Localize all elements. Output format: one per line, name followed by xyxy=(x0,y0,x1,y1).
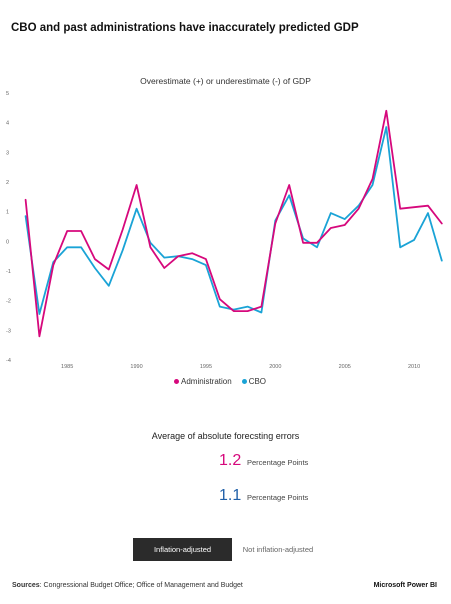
legend-item-cbo[interactable]: CBO xyxy=(241,377,267,386)
x-tick-label: 1995 xyxy=(200,364,212,370)
y-tick-label: 1 xyxy=(6,210,9,216)
legend-label-cbo: CBO xyxy=(248,377,267,386)
not-inflation-adjusted-button[interactable]: Not inflation-adjusted xyxy=(232,538,324,561)
metric-cbo: 1.1 Percentage Points xyxy=(219,487,308,505)
legend-item-administration[interactable]: Administration xyxy=(174,377,232,386)
sources-text: : Congressional Budget Office; Office of… xyxy=(39,582,243,589)
legend-marker-cbo xyxy=(241,379,247,384)
metric-value-administration: 1.2 xyxy=(219,452,242,469)
x-tick-label: 1990 xyxy=(130,364,142,370)
metric-value-cbo: 1.1 xyxy=(219,487,242,504)
y-tick-label: 2 xyxy=(6,180,9,186)
legend-marker-administration xyxy=(174,379,179,384)
chart-title: Overestimate (+) or underestimate (-) of… xyxy=(140,76,311,86)
power-bi-brand[interactable]: Microsoft Power BI xyxy=(373,582,437,589)
metric-unit-administration: Percentage Points xyxy=(247,458,309,467)
metric-unit-cbo: Percentage Points xyxy=(247,493,309,502)
sources-note: Sources: Congressional Budget Office; Of… xyxy=(12,582,243,589)
chart-legend: Administration CBO xyxy=(174,377,266,386)
x-tick-label: 2000 xyxy=(269,364,281,370)
series-line-cbo xyxy=(24,126,443,315)
y-tick-label: -1 xyxy=(6,269,11,275)
legend-label-administration: Administration xyxy=(181,377,232,386)
x-tick-label: 1985 xyxy=(61,364,73,370)
y-tick-label: 0 xyxy=(6,239,9,245)
y-tick-label: 3 xyxy=(6,150,9,156)
y-tick-label: -2 xyxy=(6,299,11,305)
metric-administration: 1.2 Percentage Points xyxy=(219,452,308,470)
page-title: CBO and past administrations have inaccu… xyxy=(11,22,359,34)
sources-label: Sources xyxy=(12,582,40,589)
x-tick-label: 2005 xyxy=(339,364,351,370)
y-tick-label: 5 xyxy=(6,91,9,97)
series-line-administration xyxy=(24,109,443,338)
inflation-adjusted-button[interactable]: Inflation-adjusted xyxy=(133,538,232,561)
y-tick-label: -3 xyxy=(6,328,11,334)
y-tick-label: -4 xyxy=(6,358,11,364)
y-tick-label: 4 xyxy=(6,121,9,127)
summary-title: Average of absolute forecsting errors xyxy=(151,431,300,441)
gdp-forecast-error-chart: 5 4 3 2 1 0 -1 -2 -3 -4 1985 1990 1995 2000 2005 2010 xyxy=(6,91,443,370)
x-tick-label: 2010 xyxy=(408,364,420,370)
